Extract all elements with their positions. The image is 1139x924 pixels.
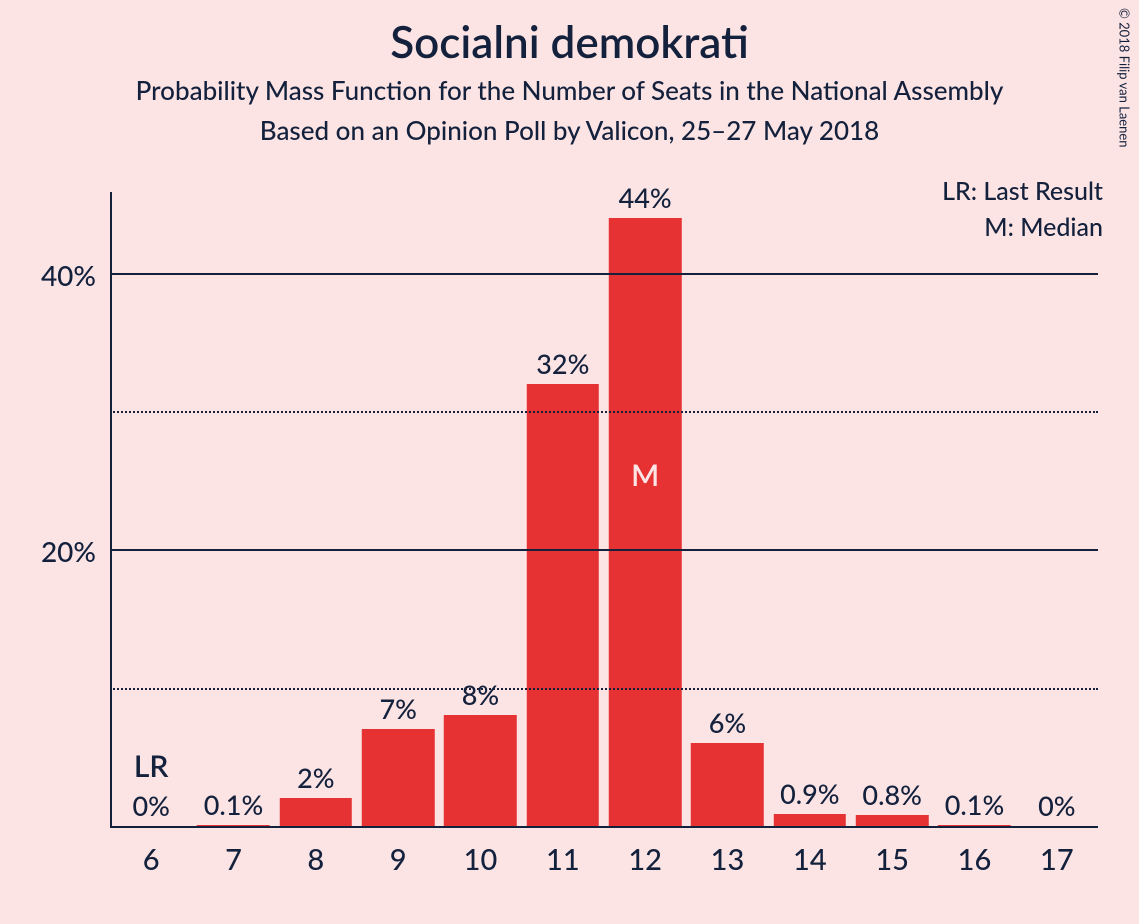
bar bbox=[362, 729, 434, 826]
x-tick-label: 7 bbox=[225, 842, 242, 877]
gridline bbox=[110, 549, 1098, 551]
x-tick-label: 10 bbox=[464, 842, 498, 877]
bar-value-label: 2% bbox=[297, 761, 334, 794]
gridline bbox=[110, 411, 1098, 413]
bar-annotation: LR bbox=[134, 748, 169, 784]
bar-value-label: 0.1% bbox=[204, 788, 263, 821]
x-tick-label: 17 bbox=[1040, 842, 1074, 877]
titles-block: Socialni demokrati Probability Mass Func… bbox=[0, 0, 1139, 146]
bar-slot: 0% LR bbox=[110, 192, 192, 828]
bar-value-label: 7% bbox=[379, 692, 416, 725]
copyright-text: © 2018 Filip van Laenen bbox=[1117, 8, 1133, 148]
x-tick-label: 9 bbox=[390, 842, 407, 877]
x-tick-label: 8 bbox=[307, 842, 324, 877]
gridline bbox=[110, 273, 1098, 275]
chart-container: Socialni demokrati Probability Mass Func… bbox=[0, 0, 1139, 924]
bar-annotation: M bbox=[631, 457, 659, 493]
bar-slot: 0.9% bbox=[769, 192, 851, 828]
x-tick-label: 13 bbox=[711, 842, 745, 877]
bar-value-label: 6% bbox=[709, 706, 746, 739]
bar-slot: 2% bbox=[275, 192, 357, 828]
bar bbox=[774, 814, 846, 826]
bar bbox=[197, 825, 269, 826]
bar-value-label: 32% bbox=[536, 347, 589, 380]
bars-layer: 0% LR 0.1% 2% 7% 8% 32% 44%M 6% 0.9% 0.8% 0.1% 0% bbox=[110, 192, 1098, 828]
gridline bbox=[110, 688, 1098, 690]
bar bbox=[609, 218, 681, 826]
bar-slot: 0% bbox=[1016, 192, 1098, 828]
chart-subtitle-1: Probability Mass Function for the Number… bbox=[0, 74, 1139, 106]
bar-value-label: 0.8% bbox=[862, 778, 921, 811]
bar-value-label: 8% bbox=[462, 678, 499, 711]
bar-slot: 6% bbox=[686, 192, 768, 828]
bar-slot: 0.8% bbox=[851, 192, 933, 828]
y-tick-label: 20% bbox=[41, 534, 96, 568]
bar-slot: 44%M bbox=[604, 192, 686, 828]
x-tick-label: 11 bbox=[546, 842, 580, 877]
y-tick-label: 40% bbox=[41, 258, 96, 292]
x-tick-label: 15 bbox=[875, 842, 909, 877]
bar bbox=[527, 384, 599, 826]
bar bbox=[280, 798, 352, 826]
bar bbox=[691, 743, 763, 826]
plot-area: 0%LR0.1%2%7%8%32%44%M6%0.9%0.8%0.1%0% 20… bbox=[110, 192, 1098, 828]
bar-slot: 0.1% bbox=[192, 192, 274, 828]
bar bbox=[938, 825, 1010, 826]
chart-subtitle-2: Based on an Opinion Poll by Valicon, 25–… bbox=[0, 114, 1139, 146]
bar-slot: 8% bbox=[439, 192, 521, 828]
x-tick-label: 16 bbox=[958, 842, 992, 877]
bar-slot: 0.1% bbox=[933, 192, 1015, 828]
x-tick-label: 12 bbox=[628, 842, 662, 877]
bar-value-label: 0% bbox=[1038, 789, 1075, 822]
x-tick-label: 6 bbox=[143, 842, 160, 877]
bar-value-label: 0.1% bbox=[945, 788, 1004, 821]
bar bbox=[856, 815, 928, 826]
bar-value-label: 0% bbox=[132, 789, 169, 822]
bar-value-label: 0.9% bbox=[780, 777, 839, 810]
bar-slot: 32% bbox=[522, 192, 604, 828]
x-tick-label: 14 bbox=[793, 842, 827, 877]
chart-title: Socialni demokrati bbox=[0, 16, 1139, 68]
bar-slot: 7% bbox=[357, 192, 439, 828]
bar-value-label: 44% bbox=[619, 181, 672, 214]
bar bbox=[444, 715, 516, 826]
